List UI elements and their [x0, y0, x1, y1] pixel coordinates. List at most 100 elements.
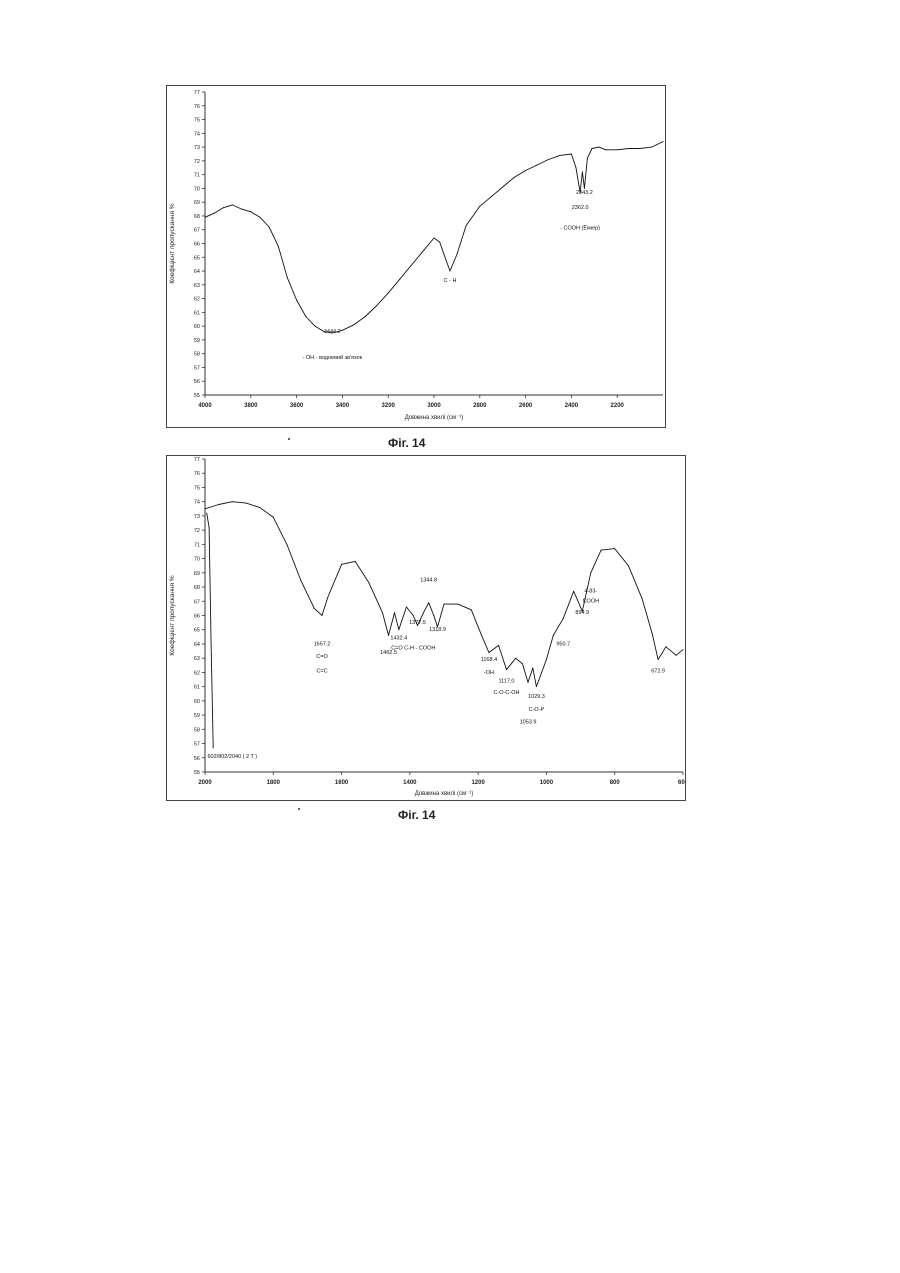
peak-annotation: 1318.9: [429, 627, 446, 633]
spectrum-point: [413, 615, 414, 616]
spectrum-point: [563, 618, 564, 619]
spectrum-point: [651, 147, 652, 148]
peak-annotation: 1377.5: [409, 620, 426, 626]
spectrum-point: [488, 652, 489, 653]
spectrum-point: [305, 316, 306, 317]
y-tick-label: 57: [194, 365, 200, 371]
ir-spectrum-chart-2: 5556575859606162636465666768697071727374…: [167, 456, 685, 800]
y-tick-label: 63: [194, 656, 200, 662]
y-tick-label: 55: [194, 770, 200, 776]
peak-annotation: C - H: [444, 278, 457, 284]
spectrum-point: [353, 324, 354, 325]
x-tick-label: 800: [610, 780, 621, 786]
spectrum-point: [246, 503, 247, 504]
spectrum-point: [269, 227, 270, 228]
scan-speck: [288, 438, 290, 440]
y-tick-label: 64: [194, 269, 200, 275]
spectrum-point: [598, 147, 599, 148]
spectrum-point: [341, 564, 342, 565]
y-tick-label: 71: [194, 542, 200, 548]
spectrum-panel-2: 5556575859606162636465666768697071727374…: [166, 455, 686, 801]
x-axis-label: Довжина хвилі (см⁻¹): [405, 415, 464, 421]
spectrum-point: [388, 635, 389, 636]
spectrum-point: [205, 508, 206, 509]
y-tick-label: 59: [194, 338, 200, 344]
x-tick-label: 2200: [611, 403, 625, 409]
spectrum-point: [559, 155, 560, 156]
spectrum-point: [601, 550, 602, 551]
spectrum-point: [592, 148, 593, 149]
y-tick-label: 73: [194, 145, 200, 151]
spectrum-point: [515, 658, 516, 659]
y-tick-label: 63: [194, 283, 200, 289]
y-tick-label: 75: [194, 485, 200, 491]
y-tick-label: 69: [194, 571, 200, 577]
spectrum-point: [456, 254, 457, 255]
x-tick-label: 2400: [565, 403, 579, 409]
y-tick-label: 77: [194, 457, 200, 463]
spectrum-line-series-2: [207, 513, 214, 748]
scan-speck: [298, 808, 300, 810]
spectrum-point: [617, 149, 618, 150]
spectrum-point: [471, 609, 472, 610]
spectrum-point: [587, 158, 588, 159]
figure-caption-1: Фіг. 14: [388, 436, 425, 450]
spectrum-point: [278, 246, 279, 247]
spectrum-point: [376, 305, 377, 306]
spectrum-point: [399, 279, 400, 280]
x-tick-label: 3400: [336, 403, 350, 409]
spectrum-point: [342, 330, 343, 331]
y-tick-label: 76: [194, 471, 200, 477]
ir-spectrum-chart-1: 5556575859606162636465666768697071727374…: [167, 86, 665, 427]
spectrum-point: [260, 217, 261, 218]
peak-annotation: C-O-C-OH: [493, 690, 519, 696]
spectrum-point: [213, 747, 214, 748]
spectrum-point: [537, 165, 538, 166]
y-axis-label: Коефіцієнт пропускання %: [168, 203, 176, 283]
spectrum-point: [232, 204, 233, 205]
y-tick-label: 74: [194, 131, 200, 137]
x-tick-label: 3000: [427, 403, 441, 409]
peak-annotation: COOH: [583, 599, 600, 605]
spectrum-point: [628, 565, 629, 566]
peak-annotation: C=O: [316, 654, 328, 660]
spectrum-point: [223, 207, 224, 208]
spectrum-point: [584, 188, 585, 189]
peak-annotation: 672.9: [651, 668, 665, 674]
spectrum-point: [322, 615, 323, 616]
spectrum-point: [658, 659, 659, 660]
peak-annotation: 1168.4: [481, 657, 497, 663]
spectrum-point: [423, 612, 424, 613]
y-tick-label: 64: [194, 642, 200, 648]
x-tick-label: 1000: [540, 780, 554, 786]
spectrum-point: [676, 655, 677, 656]
y-tick-label: 59: [194, 713, 200, 719]
x-tick-label: 1800: [267, 780, 281, 786]
y-tick-label: 66: [194, 614, 200, 620]
y-axis-label: Коефіцієнт пропускання %: [168, 575, 176, 655]
spectrum-line-series-1: [205, 502, 683, 687]
spectrum-point: [506, 669, 507, 670]
x-tick-label: 1600: [335, 780, 349, 786]
x-tick-label: 2600: [519, 403, 533, 409]
spectrum-point: [259, 507, 260, 508]
y-tick-label: 62: [194, 297, 200, 303]
peak-annotation: -OH: [484, 670, 494, 676]
peak-annotation: C-O-P: [529, 707, 545, 713]
peak-annotation: 602/802/2040 ( 2 T ): [207, 754, 257, 760]
x-axis-label: Довжина хвилі (см⁻¹): [415, 791, 474, 797]
peak-annotation: 1657.2: [314, 641, 331, 647]
spectrum-point: [214, 213, 215, 214]
spectrum-point: [287, 277, 288, 278]
y-tick-label: 72: [194, 528, 200, 534]
x-tick-label: 3800: [244, 403, 258, 409]
y-tick-label: 67: [194, 228, 200, 234]
spectrum-point: [450, 271, 451, 272]
y-tick-label: 68: [194, 585, 200, 591]
x-tick-label: 600: [678, 780, 685, 786]
spectrum-point: [582, 171, 583, 172]
peak-annotation: 1344.8: [420, 577, 437, 583]
spectrum-point: [502, 187, 503, 188]
y-tick-label: 67: [194, 599, 200, 605]
spectrum-point: [439, 242, 440, 243]
